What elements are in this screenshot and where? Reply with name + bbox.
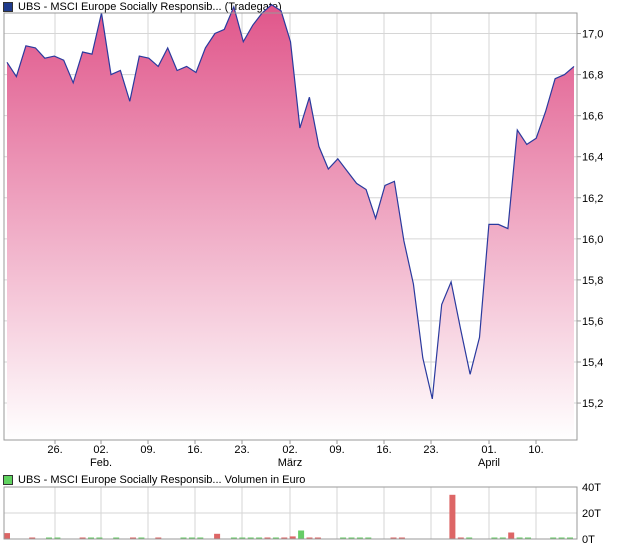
volume-bar	[298, 530, 305, 539]
volume-bar	[96, 537, 103, 539]
volume-y-axis: 0T 20T 40T	[582, 482, 601, 546]
price-y-tick-label: 16,6	[582, 111, 603, 123]
volume-bar	[390, 537, 397, 539]
volume-y-tick-label: 0T	[582, 534, 595, 546]
volume-bar	[130, 537, 136, 539]
volume-bar	[46, 537, 52, 539]
volume-bar	[264, 537, 271, 539]
price-x-tick-day: 16.	[376, 444, 391, 456]
price-y-tick-label: 16,8	[582, 70, 603, 82]
volume-bar	[29, 537, 36, 539]
price-x-tick-day: 01.	[481, 444, 496, 456]
volume-bar	[466, 537, 473, 539]
volume-bar	[272, 537, 279, 539]
price-x-tick-day: 10.	[528, 444, 543, 456]
volume-bar	[348, 537, 355, 539]
price-y-tick-label: 15,2	[582, 398, 603, 410]
volume-bar	[256, 537, 263, 539]
price-x-tick-day: 26.	[47, 444, 62, 456]
volume-y-tick-label: 20T	[582, 508, 601, 520]
price-y-tick-label: 16,2	[582, 193, 603, 205]
price-x-tick-month: Feb.	[90, 457, 112, 469]
volume-bar	[289, 536, 296, 539]
volume-bar	[247, 537, 254, 539]
price-y-tick-label: 17,0	[582, 29, 603, 41]
volume-bars	[4, 494, 573, 539]
volume-bar	[491, 537, 498, 539]
price-x-tick-day: 09.	[329, 444, 344, 456]
volume-grid	[4, 486, 577, 540]
volume-bar	[214, 533, 221, 539]
volume-bar	[499, 537, 506, 539]
volume-bar	[558, 537, 565, 539]
volume-bar	[340, 537, 347, 539]
volume-bar	[365, 537, 372, 539]
volume-bar	[155, 537, 162, 539]
price-y-tick-label: 15,6	[582, 316, 603, 328]
price-area-fill	[7, 4, 574, 441]
volume-bar	[4, 533, 10, 539]
volume-chart-legend: UBS - MSCI Europe Socially Responsib... …	[2, 473, 305, 487]
volume-bar	[306, 537, 313, 539]
volume-bar	[113, 537, 120, 539]
volume-bar	[138, 537, 145, 539]
price-x-tick-day: 02.	[282, 444, 297, 456]
price-y-tick-label: 16,0	[582, 234, 603, 246]
volume-legend-label: UBS - MSCI Europe Socially Responsib... …	[18, 474, 306, 486]
price-chart-legend: UBS - MSCI Europe Socially Responsib... …	[2, 0, 282, 14]
price-x-tick-day: 16.	[187, 444, 202, 456]
price-x-tick-day: 23.	[234, 444, 249, 456]
volume-bar	[197, 537, 204, 539]
volume-bar	[550, 537, 557, 539]
price-y-tick-label: 16,4	[582, 152, 603, 164]
price-y-axis: 15,2 15,4 15,6 15,8 16,0 16,2 16,4 16,6 16,8 17,0	[577, 29, 603, 410]
volume-legend-swatch	[3, 475, 13, 485]
price-y-tick-label: 15,4	[582, 357, 603, 369]
price-legend-label: UBS - MSCI Europe Socially Responsib... …	[18, 1, 282, 13]
price-x-tick-day: 09.	[140, 444, 155, 456]
volume-bar	[525, 537, 531, 539]
volume-bar	[180, 537, 187, 539]
price-x-tick-month: April	[478, 457, 500, 469]
volume-bar	[398, 537, 405, 539]
volume-bar	[239, 537, 246, 539]
volume-bar	[516, 537, 523, 539]
volume-bar	[567, 537, 573, 539]
volume-bar	[88, 537, 94, 539]
volume-bar	[356, 537, 363, 539]
volume-bar	[314, 537, 321, 539]
volume-bar	[79, 537, 86, 539]
volume-bar	[188, 537, 195, 539]
volume-bar	[508, 532, 515, 539]
volume-bar	[230, 537, 237, 539]
price-legend-swatch	[3, 2, 13, 12]
price-y-tick-label: 15,8	[582, 275, 603, 287]
price-x-tick-month: März	[278, 457, 302, 469]
volume-bar	[281, 537, 288, 539]
price-x-tick-day: 02.	[93, 444, 108, 456]
volume-y-tick-label: 40T	[582, 482, 601, 494]
price-x-tick-day: 23.	[423, 444, 438, 456]
volume-plot-frame	[3, 486, 578, 540]
volume-bar	[457, 537, 464, 539]
volume-bar	[449, 494, 456, 539]
volume-bar	[54, 537, 61, 539]
